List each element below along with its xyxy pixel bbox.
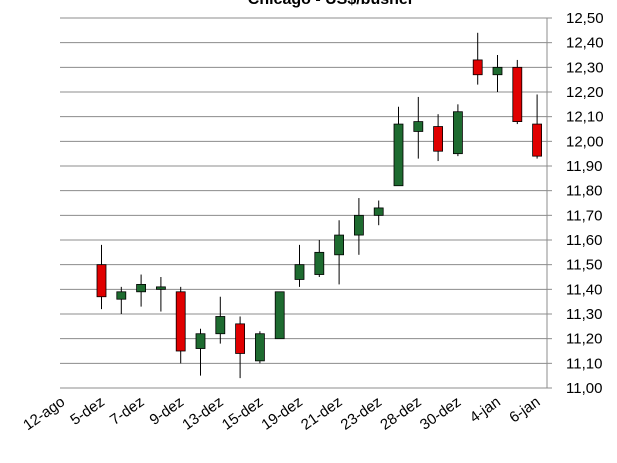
x-tick-label: 21-dez: [298, 393, 345, 433]
x-tick-label: 15-dez: [219, 393, 266, 433]
candle-body: [393, 123, 404, 187]
y-tick-label: 11,40: [566, 281, 602, 298]
x-tick-label: 30-dez: [417, 393, 464, 433]
x-tick-label: 19-dez: [258, 393, 305, 433]
candle-body: [195, 333, 206, 349]
y-tick-label: 11,30: [566, 306, 602, 323]
y-tick-label: 11,80: [566, 183, 602, 200]
candle-body: [294, 264, 305, 280]
candle-body: [116, 291, 127, 300]
candle-body: [136, 283, 147, 293]
chart-title: Chicago - US$/bushel: [248, 0, 412, 8]
x-tick-label: 23-dez: [338, 393, 385, 433]
candle-body: [492, 66, 503, 76]
candle-body: [472, 59, 483, 76]
candle-body: [532, 123, 542, 157]
x-tick-label: 28-dez: [377, 393, 424, 433]
candle-body: [175, 291, 186, 352]
y-tick-label: 11,10: [566, 355, 602, 372]
y-tick-label: 12,10: [566, 109, 604, 126]
candle-body: [235, 323, 246, 354]
x-tick-label: 7-dez: [107, 393, 147, 428]
candle-body: [512, 66, 523, 123]
x-tick-label: 13-dez: [179, 393, 226, 433]
y-tick-label: 11,90: [566, 158, 602, 175]
y-tick-label: 12,40: [566, 35, 604, 52]
candle-body: [96, 264, 107, 298]
candle-body: [334, 234, 345, 256]
y-tick-label: 11,20: [566, 331, 602, 348]
candle-body: [314, 251, 325, 275]
candle-body: [215, 316, 226, 335]
y-tick-label: 12,20: [566, 84, 604, 101]
candle-body: [413, 121, 424, 132]
candle-body: [254, 333, 265, 362]
y-tick-label: 12,00: [566, 133, 604, 150]
x-tick-label: 6-jan: [506, 393, 543, 426]
y-tick-label: 12,30: [566, 59, 604, 76]
y-tick-label: 11,70: [566, 207, 602, 224]
candle-body: [274, 291, 285, 340]
candle-body: [353, 214, 364, 236]
x-tick-label: 4-jan: [467, 393, 504, 426]
y-tick-label: 11,50: [566, 257, 602, 274]
candle-body: [373, 207, 384, 216]
x-tick-label: 5-dez: [67, 393, 107, 428]
y-tick-label: 11,60: [566, 232, 602, 249]
candle-body: [433, 126, 444, 152]
x-tick-label: 12-ago: [20, 393, 68, 434]
candle-body: [452, 111, 463, 155]
y-tick-label: 12,50: [566, 10, 604, 27]
candle-body: [155, 286, 166, 290]
y-tick-label: 11,00: [566, 380, 602, 397]
